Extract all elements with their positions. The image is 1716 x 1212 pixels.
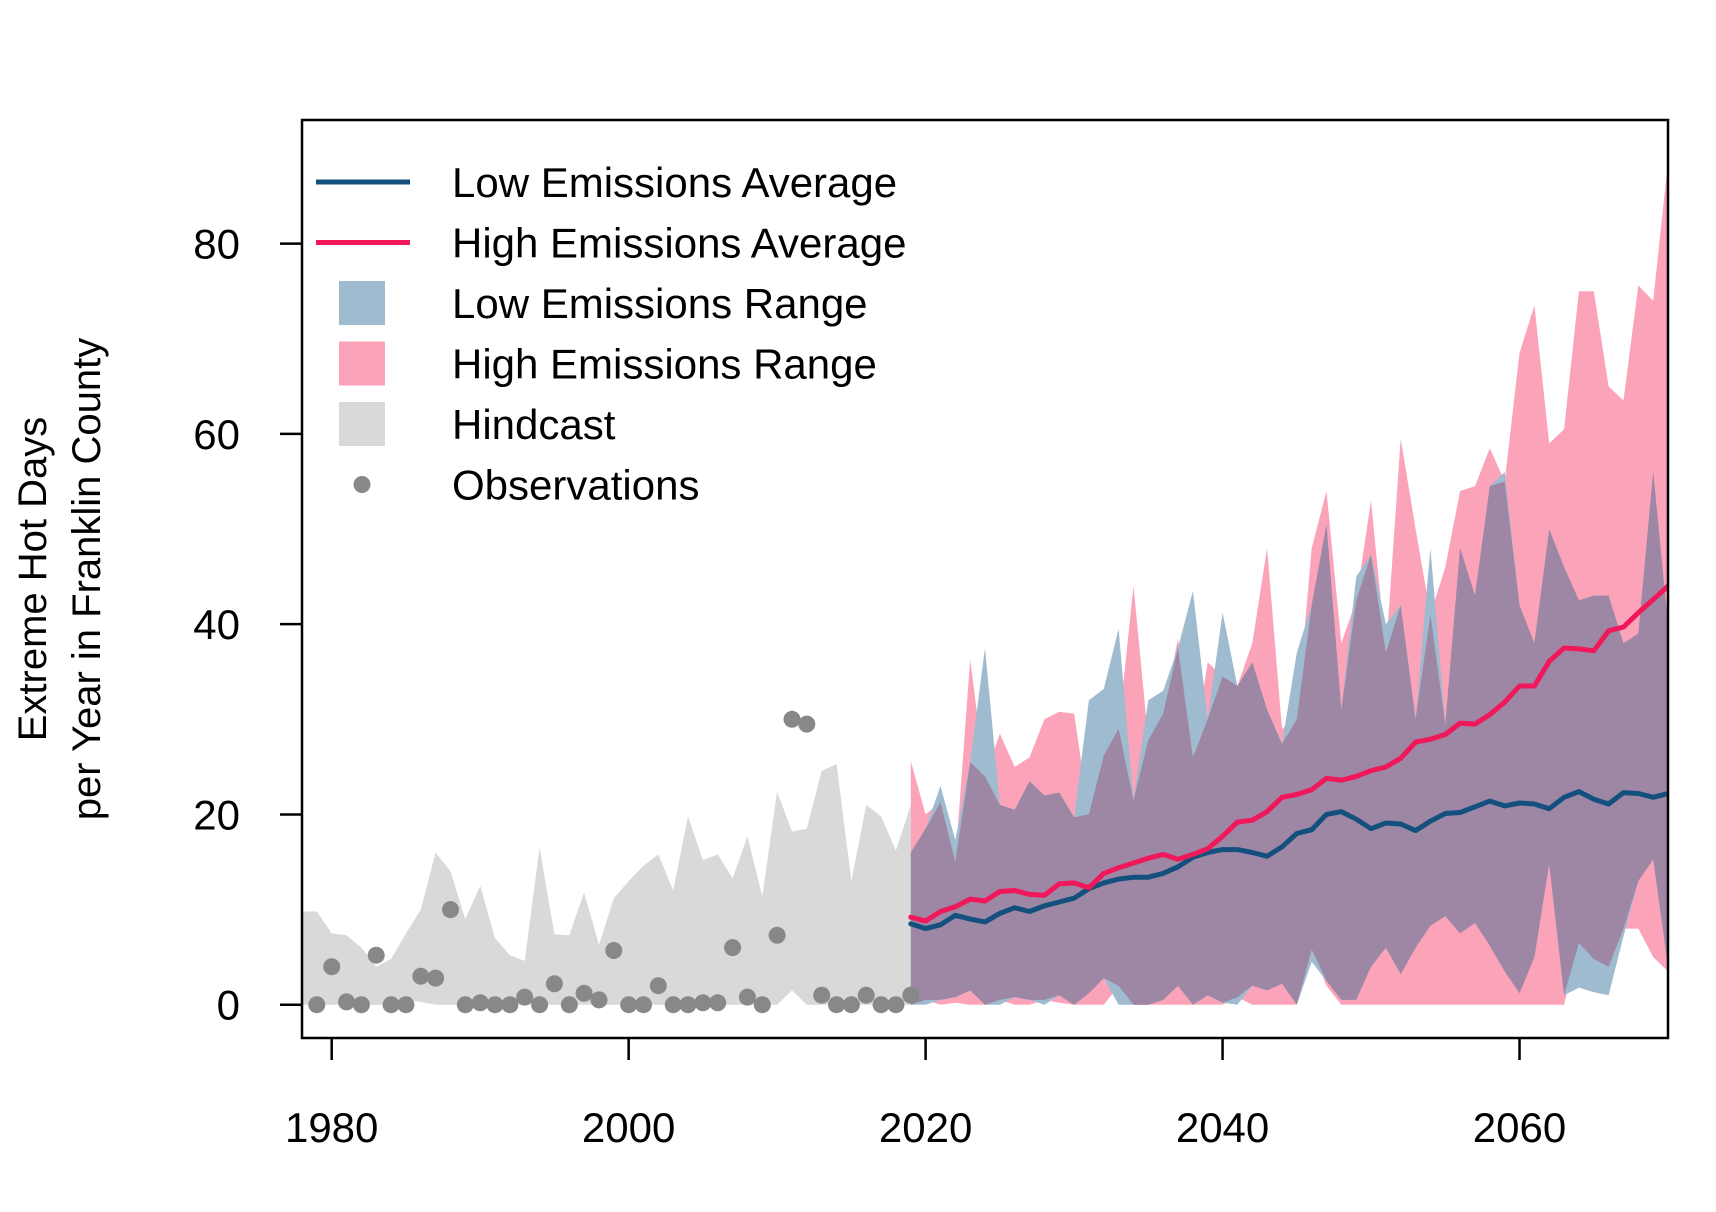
y-tick-label: 40 (193, 601, 240, 648)
legend-label: High Emissions Range (452, 341, 877, 388)
observation-point (872, 996, 890, 1014)
legend-box-swatch (339, 281, 385, 325)
observation-point (887, 996, 905, 1014)
y-tick-label: 0 (217, 982, 240, 1029)
x-tick-label: 2040 (1176, 1104, 1269, 1151)
observation-point (338, 993, 355, 1011)
observation-point (709, 994, 727, 1012)
observation-point (798, 715, 816, 733)
observation-point (724, 939, 742, 957)
observation-point (427, 969, 445, 987)
y-axis-label-line-2: per Year in Franklin County (65, 338, 109, 821)
low-emissions-average-line (908, 789, 1668, 932)
observation-layer (308, 710, 920, 1014)
observation-point (783, 710, 801, 728)
y-tick-label: 20 (193, 791, 240, 838)
observation-point (442, 901, 459, 919)
average-layer (908, 583, 1668, 932)
observation-point (694, 994, 712, 1012)
observation-point (590, 991, 608, 1009)
observation-point (649, 977, 667, 995)
y-axis: 0 20 40 60 80 (193, 221, 302, 1029)
hindcast-layer (302, 764, 911, 1005)
x-tick-label: 2060 (1473, 1104, 1566, 1151)
observation-point (902, 986, 920, 1004)
x-tick-label: 1980 (285, 1104, 378, 1151)
observation-point (768, 926, 786, 944)
legend-label: Low Emissions Range (452, 280, 868, 327)
observation-point (575, 984, 593, 1002)
observation-point (516, 988, 534, 1006)
observation-point (397, 996, 415, 1014)
observation-point (367, 946, 385, 964)
x-tick-label: 2020 (879, 1104, 972, 1151)
legend-label: Hindcast (452, 401, 616, 448)
x-axis: 1980 2000 2020 2040 2060 (285, 1038, 1566, 1151)
range-layer (910, 161, 1668, 1005)
plot-frame (300, 118, 1670, 1040)
observation-point (308, 996, 326, 1014)
legend-label: Low Emissions Average (452, 159, 897, 206)
observation-point (323, 958, 341, 976)
observation-point (635, 996, 652, 1014)
legend-box-swatch (339, 402, 385, 446)
observation-point (828, 996, 845, 1014)
legend: Low Emissions Average High Emissions Aver… (316, 159, 906, 509)
observation-point (456, 996, 474, 1014)
observation-point (382, 996, 400, 1014)
observation-point (813, 986, 831, 1004)
observation-point (560, 996, 578, 1014)
plot-area (302, 161, 1668, 1014)
hindcast-band (302, 764, 911, 1005)
legend-label: Observations (452, 462, 699, 509)
y-axis-label-line-1: Extreme Hot Days (11, 417, 55, 742)
range-overlap-band (910, 472, 1668, 1005)
observation-point (531, 996, 549, 1014)
legend-box-swatch (339, 341, 385, 386)
observation-point (664, 996, 682, 1014)
observation-point (486, 996, 504, 1014)
observation-point (501, 996, 519, 1014)
legend-point-swatch (353, 476, 371, 493)
observation-point (605, 942, 623, 959)
legend-label: High Emissions Average (452, 220, 906, 267)
observation-point (352, 996, 370, 1014)
observation-point (412, 967, 430, 985)
observation-point (545, 975, 563, 993)
observation-point (471, 994, 489, 1012)
x-tick-label: 2000 (582, 1104, 675, 1151)
y-tick-label: 80 (193, 221, 240, 268)
observation-point (753, 996, 771, 1014)
y-tick-label: 60 (193, 411, 240, 458)
high-emissions-average-line (908, 583, 1668, 924)
observation-point (842, 996, 860, 1014)
observation-point (738, 988, 756, 1006)
observation-point (857, 986, 875, 1004)
observation-point (620, 996, 638, 1014)
observation-point (679, 996, 697, 1014)
